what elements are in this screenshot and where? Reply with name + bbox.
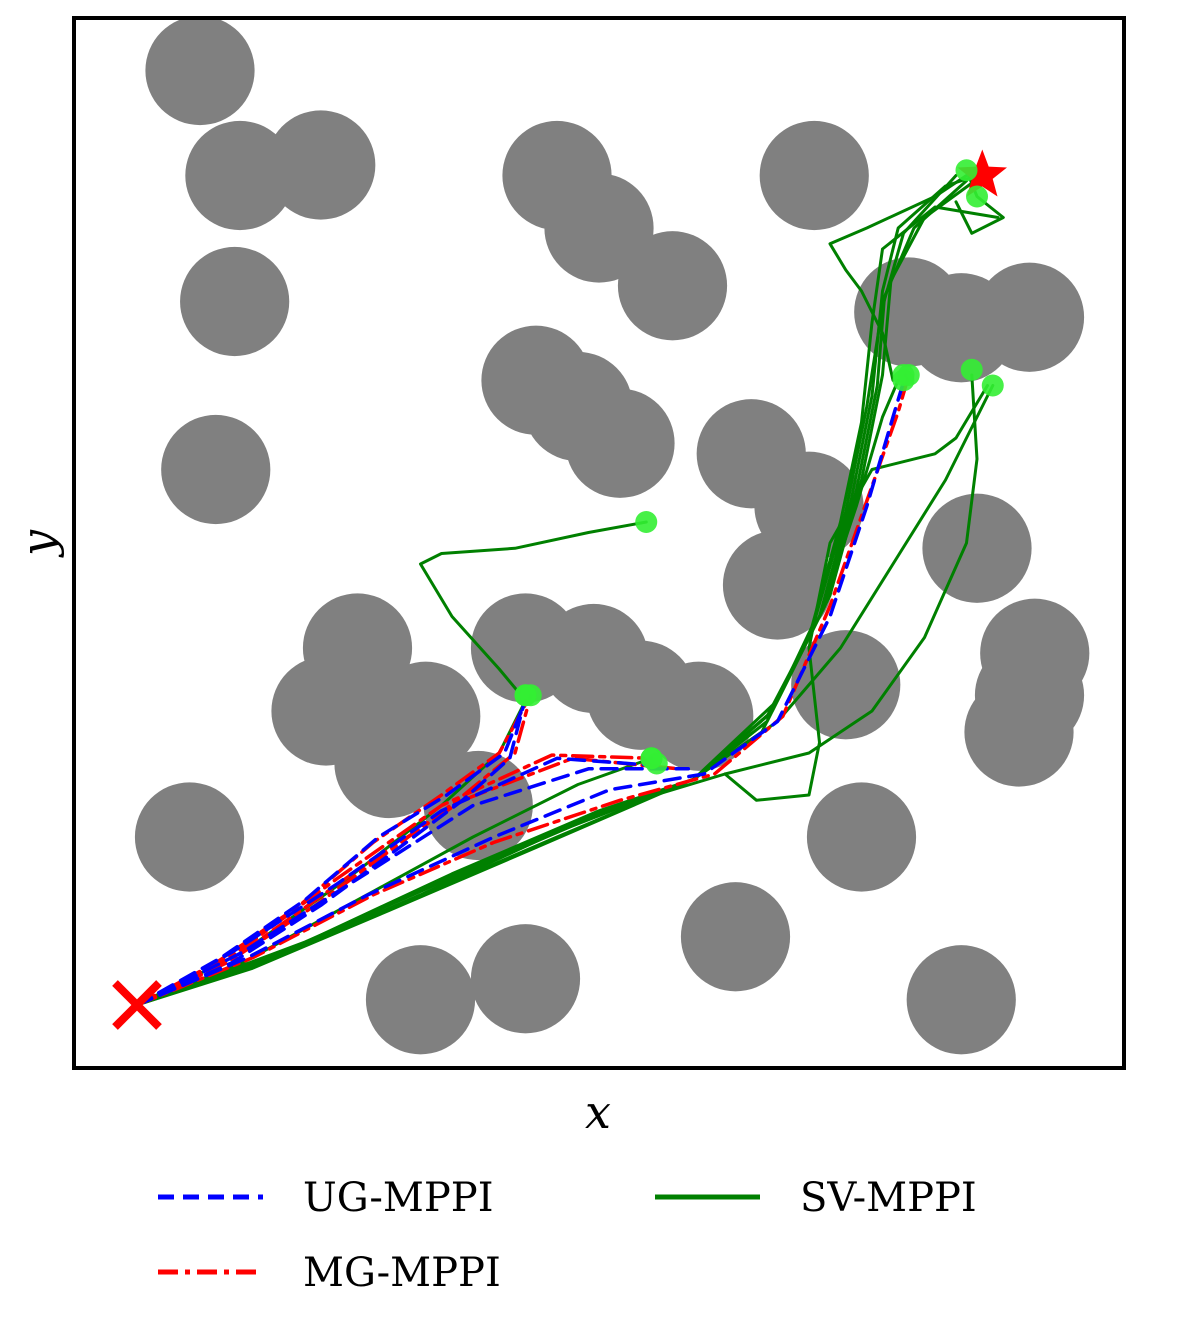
endpoint-marker (514, 684, 537, 707)
y-axis-label: y (11, 529, 65, 558)
obstacle (565, 388, 675, 498)
trajectory-layer (135, 168, 1005, 1007)
trajectory-ug-mppi (135, 373, 908, 1007)
trajectory-mg-mppi (135, 753, 654, 1007)
obstacle (185, 120, 295, 231)
legend-label-mg-mppi: MG-MPPI (303, 1250, 501, 1296)
obstacle (470, 924, 581, 1034)
obstacle (759, 120, 869, 231)
endpoint-marker (981, 374, 1004, 397)
trajectory-sv-mppi (419, 520, 648, 702)
trajectory-sv-mppi (723, 384, 989, 802)
endpoint-marker (960, 358, 983, 381)
obstacle-layer (134, 18, 1090, 1055)
marker-layer (112, 149, 1007, 1030)
endpoint-marker (955, 159, 978, 182)
trajectory-sv-mppi (135, 373, 979, 1007)
trajectory-ug-mppi (135, 767, 691, 1007)
endpoint-marker (892, 364, 915, 386)
trajectory-ug-mppi (135, 756, 659, 1007)
obstacle (644, 661, 754, 771)
legend-label-sv-mppi: SV-MPPI (800, 1175, 977, 1221)
obstacle (145, 18, 255, 126)
obstacle (334, 708, 444, 819)
endpoint-marker (635, 511, 658, 533)
trajectory-sv-mppi (135, 378, 900, 1007)
x-axis-label: x (585, 1085, 611, 1139)
obstacle (161, 414, 271, 525)
goal-star-marker (957, 149, 1007, 197)
endpoint-marker (966, 185, 988, 208)
obstacle (964, 677, 1074, 787)
obstacle (680, 882, 791, 992)
obstacle (134, 782, 245, 892)
start-x-marker (112, 980, 162, 1030)
plot-frame (72, 16, 1126, 1070)
obstacle (617, 231, 728, 341)
legend: UG-MPPI MG-MPPI SV-MPPI (158, 1175, 977, 1296)
obstacle (722, 530, 833, 640)
endpoint-marker (640, 747, 663, 770)
obstacle (906, 945, 1016, 1055)
trajectory-mg-mppi (135, 756, 680, 1007)
obstacle (266, 110, 376, 220)
obstacle (544, 173, 654, 283)
legend-label-ug-mppi: UG-MPPI (303, 1175, 494, 1221)
obstacle (974, 262, 1085, 372)
obstacle (180, 246, 290, 357)
obstacle (806, 782, 917, 892)
obstacle (365, 945, 476, 1055)
trajectory-sv-mppi (828, 174, 968, 382)
obstacle (922, 493, 1032, 603)
